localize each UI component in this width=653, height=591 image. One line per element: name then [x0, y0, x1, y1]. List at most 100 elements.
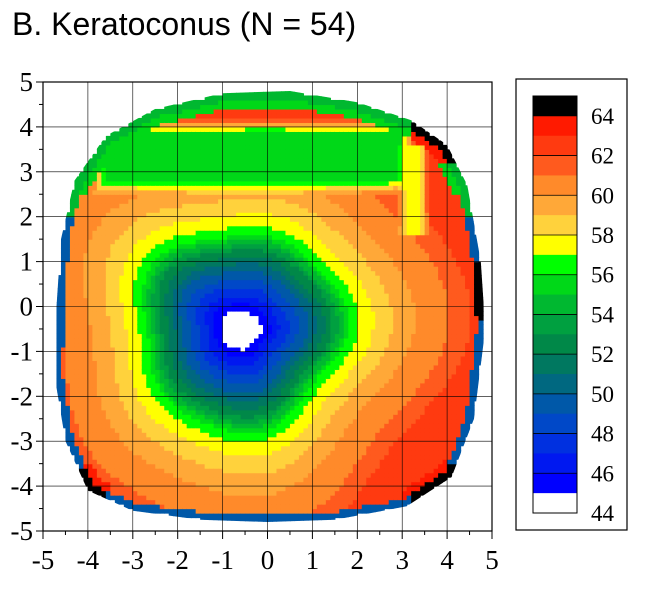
heatmap-cell — [254, 198, 260, 204]
heatmap-cell — [195, 432, 201, 438]
heatmap-cell — [60, 261, 67, 267]
heatmap-cell — [289, 463, 296, 469]
heatmap-cell — [105, 149, 111, 155]
heatmap-cell — [254, 180, 260, 186]
heatmap-cell — [173, 306, 179, 312]
heatmap-cell — [155, 477, 161, 483]
heatmap-cell — [92, 373, 98, 379]
heatmap-cell — [289, 373, 296, 379]
heatmap-cell — [222, 373, 228, 379]
heatmap-cell — [245, 297, 251, 303]
heatmap-cell — [141, 319, 147, 326]
heatmap-cell — [258, 405, 264, 411]
heatmap-cell — [258, 216, 264, 222]
heatmap-cell — [191, 454, 197, 460]
heatmap-cell — [78, 225, 85, 231]
heatmap-cell — [101, 355, 107, 361]
heatmap-cell — [177, 360, 183, 366]
heatmap-cell — [236, 477, 242, 483]
heatmap-cell — [173, 257, 179, 263]
heatmap-cell — [128, 445, 134, 451]
heatmap-cell — [227, 346, 233, 352]
heatmap-cell — [177, 373, 183, 379]
heatmap-cell — [285, 405, 291, 411]
heatmap-cell — [240, 364, 246, 370]
heatmap-cell — [168, 149, 174, 155]
heatmap-cell — [280, 346, 287, 352]
heatmap-cell — [280, 396, 287, 402]
heatmap-cell — [186, 333, 192, 339]
heatmap-cell — [186, 261, 192, 267]
heatmap-cell — [231, 293, 237, 299]
heatmap-cell — [119, 252, 125, 258]
heatmap-cell — [101, 441, 107, 447]
heatmap-cell — [276, 131, 282, 137]
heatmap-cell — [137, 288, 143, 294]
heatmap-cell — [240, 225, 246, 231]
heatmap-cell — [276, 180, 282, 186]
heatmap-cell — [258, 364, 264, 370]
heatmap-cell — [92, 441, 98, 447]
heatmap-cell — [78, 293, 85, 299]
heatmap-cell — [285, 230, 291, 236]
heatmap-cell — [245, 140, 251, 146]
heatmap-cell — [249, 113, 255, 119]
heatmap-cell — [236, 342, 242, 348]
heatmap-cell — [128, 351, 134, 357]
heatmap-cell — [285, 382, 291, 388]
heatmap-cell — [240, 342, 246, 348]
heatmap-cell — [213, 481, 219, 487]
heatmap-cell — [258, 198, 264, 204]
heatmap-cell — [96, 427, 102, 433]
heatmap-cell — [87, 324, 93, 330]
heatmap-cell — [209, 158, 215, 164]
heatmap-cell — [307, 355, 313, 361]
heatmap-cell — [87, 279, 93, 285]
heatmap-cell — [200, 382, 206, 388]
heatmap-cell — [137, 459, 143, 465]
heatmap-cell — [128, 441, 134, 447]
heatmap-cell — [119, 144, 125, 150]
heatmap-cell — [294, 310, 300, 317]
heatmap-cell — [258, 346, 264, 352]
heatmap-cell — [204, 360, 210, 366]
heatmap-cell — [155, 279, 161, 285]
heatmap-cell — [186, 99, 192, 106]
heatmap-cell — [209, 391, 215, 397]
heatmap-cell — [307, 171, 313, 177]
heatmap-cell — [87, 387, 93, 393]
heatmap-cell — [177, 185, 183, 191]
heatmap-cell — [101, 405, 107, 411]
heatmap-cell — [96, 436, 102, 442]
heatmap-cell — [195, 99, 201, 106]
heatmap-cell — [74, 432, 80, 438]
heatmap-cell — [303, 360, 309, 366]
heatmap-cell — [123, 149, 129, 155]
heatmap-cell — [258, 463, 264, 469]
heatmap-cell — [119, 324, 125, 330]
heatmap-cell — [195, 427, 201, 433]
heatmap-cell — [141, 234, 147, 240]
heatmap-cell — [137, 234, 143, 240]
heatmap-cell — [218, 297, 224, 303]
heatmap-cell — [155, 459, 161, 465]
heatmap-cell — [60, 351, 67, 357]
heatmap-cell — [213, 266, 219, 272]
heatmap-cell — [249, 405, 255, 411]
heatmap-cell — [56, 364, 62, 370]
heatmap-cell — [307, 257, 313, 263]
heatmap-cell — [240, 477, 246, 483]
heatmap-cell — [240, 414, 246, 420]
heatmap-cell — [105, 418, 111, 424]
heatmap-cell — [240, 212, 246, 218]
heatmap-cell — [65, 441, 71, 447]
heatmap-cell — [200, 346, 206, 352]
heatmap-cell — [303, 149, 309, 155]
heatmap-cell — [312, 405, 318, 411]
heatmap-cell — [249, 194, 255, 200]
heatmap-cell — [236, 441, 242, 447]
heatmap-cell — [294, 346, 300, 352]
heatmap-cell — [263, 91, 269, 97]
heatmap-cell — [168, 495, 174, 501]
heatmap-cell — [83, 450, 89, 456]
